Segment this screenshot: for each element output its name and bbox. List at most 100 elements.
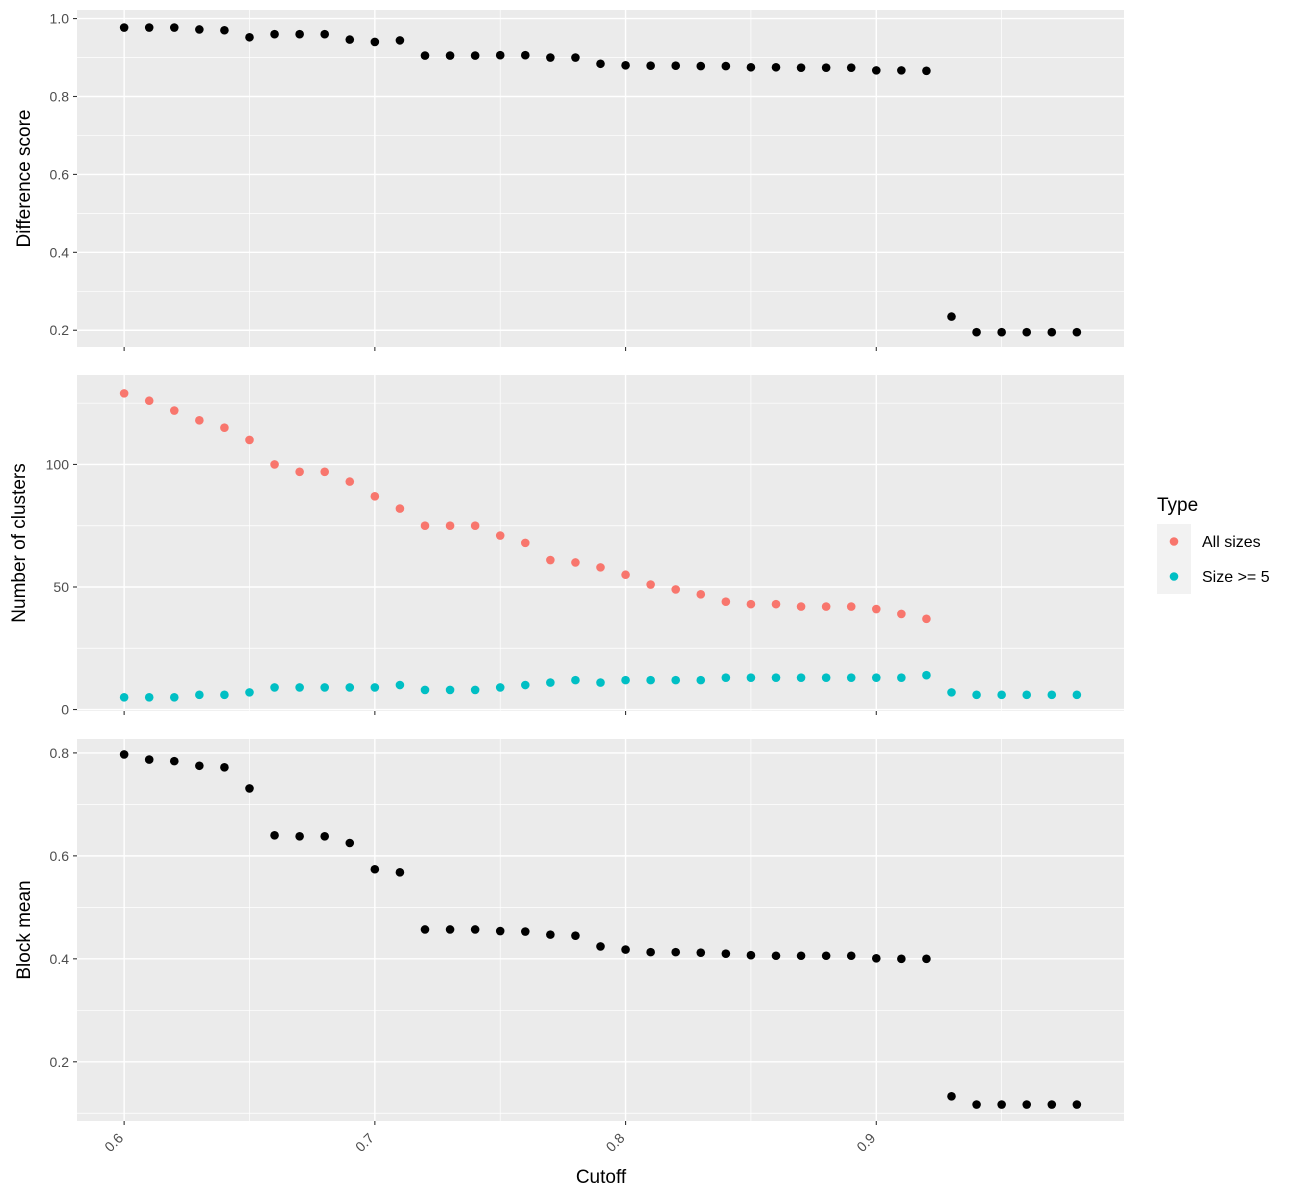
- data-point: [320, 29, 330, 39]
- data-point: [1047, 1100, 1057, 1109]
- panel-1: 0.2 0.4 0.6 0.8 1.0 Difference score: [14, 10, 1124, 351]
- data-point: [947, 312, 956, 321]
- data-point: [621, 61, 630, 70]
- data-point: [646, 61, 655, 71]
- data-point: [871, 954, 881, 963]
- data-point: [596, 59, 605, 69]
- data-point: [119, 692, 129, 702]
- data-point: [997, 1100, 1006, 1109]
- data-point: [696, 675, 706, 685]
- data-point: [997, 327, 1006, 337]
- data-point: [270, 683, 279, 692]
- x-tick-label: 0.8: [603, 1130, 628, 1155]
- data-point: [119, 389, 129, 398]
- data-point: [295, 832, 304, 841]
- y-tick-label: 0.4: [50, 951, 70, 967]
- data-point: [1047, 327, 1057, 337]
- series-all-sizes: [119, 389, 931, 624]
- panel-3: 0.2 0.4 0.6 0.8 Block mean: [14, 739, 1124, 1125]
- data-point: [1022, 1100, 1032, 1109]
- data-point: [370, 683, 380, 692]
- data-point: [370, 864, 380, 874]
- series-1: [119, 750, 1082, 1109]
- legend-title: Type: [1157, 495, 1198, 516]
- data-point: [821, 602, 831, 611]
- x-tick-label: 0.7: [352, 1130, 377, 1155]
- data-point: [495, 50, 505, 60]
- data-point: [871, 673, 881, 682]
- data-point: [395, 868, 405, 877]
- data-point: [871, 66, 881, 75]
- data-point: [345, 683, 355, 692]
- data-point: [997, 690, 1006, 700]
- data-point: [245, 688, 254, 697]
- data-point: [1072, 690, 1082, 700]
- y-tick-label: 0.2: [50, 1054, 70, 1070]
- data-point: [470, 51, 480, 60]
- data-point: [546, 53, 555, 62]
- data-point: [621, 570, 630, 580]
- data-point: [320, 683, 330, 692]
- data-point: [420, 521, 430, 531]
- data-point: [295, 467, 304, 477]
- x-axis: 0.6 0.7 0.8 0.9: [101, 1130, 878, 1155]
- data-point: [897, 673, 906, 682]
- data-point: [195, 690, 204, 700]
- data-point: [546, 678, 555, 687]
- series-1: [119, 23, 1082, 337]
- panel-2: 0 50 100 Number of clusters: [9, 375, 1124, 718]
- data-point: [846, 602, 856, 611]
- data-point: [420, 685, 430, 695]
- data-point: [1047, 690, 1057, 700]
- data-point: [922, 670, 931, 680]
- data-point: [270, 29, 279, 39]
- data-point: [771, 62, 781, 72]
- data-point: [771, 951, 781, 961]
- data-point: [546, 930, 555, 939]
- data-point: [395, 36, 405, 45]
- data-point: [195, 25, 204, 34]
- data-point: [520, 538, 530, 548]
- data-point: [696, 61, 706, 71]
- data-point: [520, 50, 530, 60]
- data-point: [270, 830, 279, 840]
- series-size-5: [119, 670, 1082, 702]
- data-point: [671, 61, 681, 71]
- data-point: [245, 784, 254, 793]
- data-point: [796, 673, 806, 682]
- data-point: [621, 945, 630, 954]
- data-point: [746, 62, 756, 72]
- data-point: [796, 63, 806, 72]
- data-point: [220, 25, 229, 35]
- y-tick-label: 0.8: [50, 88, 70, 104]
- data-point: [420, 925, 430, 934]
- data-point: [495, 926, 505, 936]
- data-point: [846, 63, 856, 72]
- data-point: [671, 947, 681, 957]
- data-point: [922, 614, 931, 624]
- data-point: [796, 602, 806, 611]
- y-tick-label: 100: [46, 456, 70, 472]
- x-axis-title: Cutoff: [576, 1167, 627, 1188]
- data-point: [445, 925, 455, 934]
- data-point: [144, 692, 154, 702]
- y-axis-title: Number of clusters: [9, 463, 30, 622]
- x-tick-label: 0.6: [101, 1130, 126, 1155]
- y-tick-label: 0.2: [50, 322, 70, 338]
- data-point: [696, 590, 706, 599]
- data-point: [445, 51, 455, 60]
- panels-layer: 0.2 0.4 0.6 0.8 1.0 Difference score 0 50 100 Num…: [9, 10, 1124, 1125]
- y-tick-label: 0.6: [50, 848, 70, 864]
- data-point: [972, 690, 981, 700]
- data-point: [195, 761, 204, 771]
- data-point: [245, 435, 254, 445]
- y-tick-label: 50: [53, 579, 69, 595]
- data-point: [144, 396, 154, 406]
- data-point: [1022, 327, 1032, 337]
- data-point: [721, 949, 731, 958]
- data-point: [646, 675, 655, 685]
- data-point: [420, 51, 430, 60]
- data-point: [846, 951, 856, 961]
- data-point: [520, 680, 530, 690]
